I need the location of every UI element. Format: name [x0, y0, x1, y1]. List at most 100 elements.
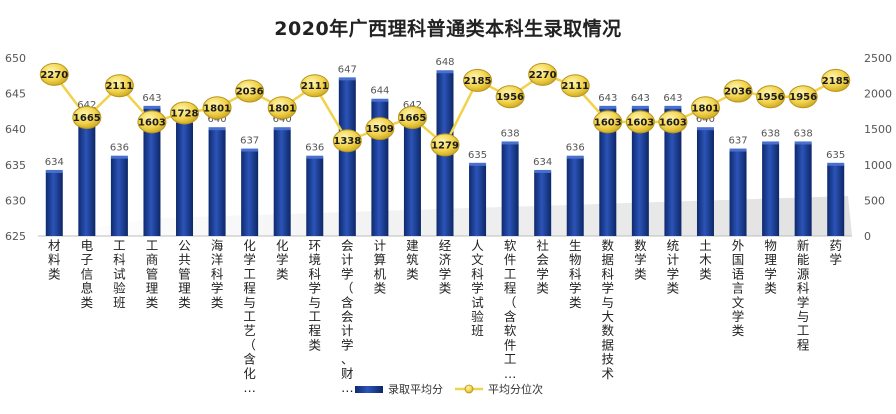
bar-value-label: 634 — [45, 157, 64, 168]
bar-cap — [534, 169, 552, 173]
y-right-tick-label: 500 — [864, 194, 885, 207]
bar — [794, 143, 812, 236]
bar-cap — [599, 105, 617, 109]
bar-cap — [45, 169, 63, 173]
category-labels: 材料类 电子信息类 工科试验班 工商管理类 公共管理类 海洋科学类 化学工程与工艺（含化… 化… — [48, 238, 842, 395]
rank-value-label: 1603 — [138, 117, 166, 128]
bar-cap — [664, 105, 682, 109]
bar — [45, 171, 63, 236]
rank-marker — [463, 68, 493, 92]
category-label: 化学工程与工艺（含化… — [243, 238, 256, 395]
bar-cap — [371, 98, 389, 102]
rank-marker — [788, 85, 818, 109]
rank-value-label: 1603 — [659, 117, 687, 128]
y-left-tick-label: 630 — [5, 194, 26, 207]
rank-value-label: 1665 — [399, 113, 427, 124]
bar-cap — [794, 141, 812, 145]
category-label: 土木类 — [699, 238, 712, 281]
rank-marker — [430, 133, 460, 157]
rank-value-label: 2111 — [561, 81, 589, 92]
category-label: 数学类 — [634, 238, 647, 281]
bar — [566, 157, 584, 236]
bar — [110, 157, 128, 236]
category-label: 公共管理类 — [178, 238, 191, 310]
bar-cap — [110, 155, 128, 159]
bar-value-label: 640 — [208, 114, 227, 125]
rank-marker — [397, 105, 427, 129]
bar-cap — [827, 162, 845, 166]
legend-line-marker — [464, 384, 474, 394]
y-left-tick-label: 625 — [5, 230, 26, 243]
category-label: 会计学（含会计学、财… — [341, 238, 354, 395]
chart-title: 2020年广西理科普通类本科生录取情况 — [274, 18, 622, 40]
bar-cap — [306, 155, 324, 159]
rank-value-label: 1956 — [789, 92, 817, 103]
bar-cap — [762, 141, 780, 145]
legend-line-label: 平均分位次 — [488, 382, 543, 396]
legend-bar-label: 录取平均分 — [388, 383, 443, 396]
bar — [338, 79, 356, 236]
bar-value-label: 638 — [794, 128, 813, 139]
rank-value-label: 1665 — [73, 113, 101, 124]
rank-value-label: 1956 — [496, 92, 524, 103]
bar — [534, 171, 552, 236]
category-label: 工科试验班 — [113, 238, 126, 310]
bar — [241, 150, 259, 236]
category-label: 生物科学类 — [569, 238, 582, 310]
bar-cap — [469, 162, 487, 166]
bar-value-label: 635 — [826, 150, 845, 161]
rank-marker — [756, 85, 786, 109]
rank-value-label: 2036 — [236, 87, 264, 98]
category-label: 工商管理类 — [146, 238, 159, 310]
rank-value-label: 1338 — [333, 136, 361, 147]
rank-value-label: 2036 — [724, 87, 752, 98]
bar — [273, 129, 291, 236]
bar-value-label: 643 — [663, 93, 682, 104]
data-labels: 6346426366436416406376406366476446426486… — [39, 57, 851, 168]
axes: 625 630 635 640 645 650 0 500 1000 1500 2000 2500 — [5, 52, 892, 243]
bar — [78, 114, 96, 236]
rank-marker — [560, 74, 590, 98]
rank-marker — [72, 105, 102, 129]
bar-value-label: 637 — [240, 136, 259, 147]
bar — [696, 129, 714, 236]
bar-value-label: 635 — [468, 150, 487, 161]
bar — [827, 164, 845, 236]
rank-marker — [528, 62, 558, 86]
y-left-tick-label: 640 — [5, 123, 26, 136]
rank-marker — [495, 85, 525, 109]
rank-value-label: 2111 — [105, 81, 133, 92]
rank-value-label: 1801 — [268, 103, 296, 114]
y-left-tick-label: 650 — [5, 52, 26, 65]
rank-marker — [267, 96, 297, 120]
rank-value-label: 2185 — [822, 76, 850, 87]
rank-value-label: 2270 — [529, 70, 557, 81]
bar-value-label: 636 — [110, 143, 129, 154]
category-label: 社会学类 — [536, 238, 549, 296]
legend-bar-swatch — [355, 386, 383, 393]
bar-value-label: 643 — [142, 93, 161, 104]
y-right-tick-label: 0 — [864, 230, 871, 243]
category-label: 电子信息类 — [81, 238, 94, 310]
rank-value-label: 1603 — [594, 117, 622, 128]
rank-marker — [658, 110, 688, 134]
category-label: 经济学类 — [439, 238, 452, 296]
rank-marker — [821, 68, 851, 92]
y-right-tick-label: 2500 — [864, 52, 892, 65]
category-label: 化学类 — [276, 238, 289, 281]
rank-marker — [170, 101, 200, 125]
bar — [762, 143, 780, 236]
category-label: 软件工程（含软件工… — [504, 238, 517, 381]
rank-value-label: 2185 — [464, 76, 492, 87]
rank-marker — [39, 62, 69, 86]
bar-cap — [273, 127, 291, 131]
bar — [631, 107, 649, 236]
rank-marker — [332, 129, 362, 153]
rank-value-label: 1801 — [203, 103, 231, 114]
rank-marker — [723, 79, 753, 103]
bar-value-label: 636 — [305, 143, 324, 154]
rank-marker — [137, 110, 167, 134]
bar-cap — [338, 77, 356, 81]
bar-cap — [436, 70, 454, 74]
